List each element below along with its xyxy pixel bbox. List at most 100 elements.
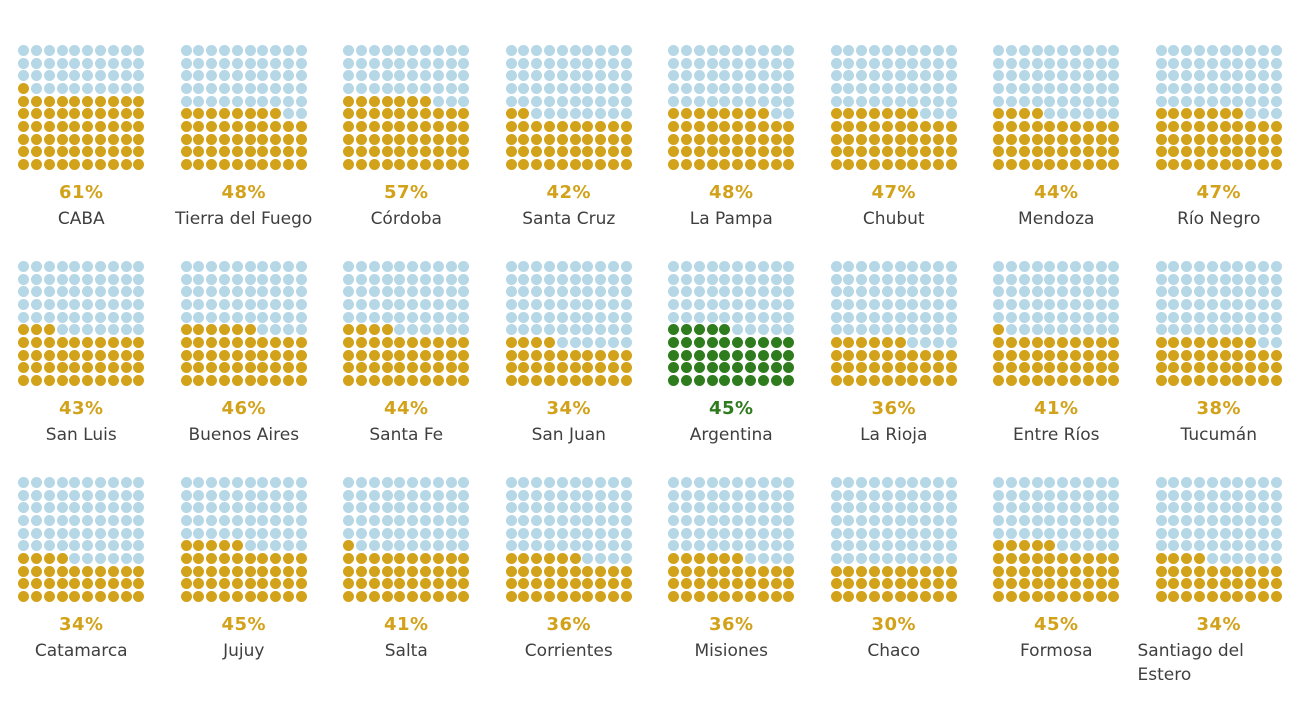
waffle-dot bbox=[1005, 540, 1017, 552]
waffle-dot bbox=[608, 514, 620, 526]
waffle-dot bbox=[595, 133, 607, 145]
waffle-dot bbox=[544, 286, 556, 298]
waffle-dot bbox=[193, 565, 205, 577]
waffle-dot bbox=[1219, 57, 1231, 69]
waffle-dot bbox=[419, 260, 431, 272]
waffle-dot bbox=[582, 260, 594, 272]
province-name: Santa Fe bbox=[369, 425, 444, 445]
waffle-dot bbox=[680, 565, 692, 577]
waffle-dot bbox=[30, 514, 42, 526]
waffle-dot bbox=[770, 591, 782, 603]
waffle-dot bbox=[1031, 82, 1043, 94]
waffle-dot bbox=[1057, 133, 1069, 145]
province-card: 34% Santiago del Estero bbox=[1138, 476, 1300, 687]
waffle-dot bbox=[556, 57, 568, 69]
waffle-dot bbox=[744, 349, 756, 361]
waffle-dot bbox=[693, 476, 705, 488]
waffle-dot bbox=[744, 578, 756, 590]
waffle-dot bbox=[193, 286, 205, 298]
waffle-dot bbox=[518, 260, 530, 272]
waffle-dot bbox=[56, 133, 68, 145]
waffle-dot bbox=[680, 362, 692, 374]
waffle-dot bbox=[1082, 159, 1094, 171]
waffle-dot bbox=[732, 362, 744, 374]
waffle-dot bbox=[757, 375, 769, 387]
waffle-dot bbox=[1057, 311, 1069, 323]
waffle-dot bbox=[1232, 527, 1244, 539]
waffle-dot bbox=[1057, 476, 1069, 488]
waffle-dot bbox=[505, 540, 517, 552]
waffle-dot bbox=[1168, 553, 1180, 565]
waffle-dot bbox=[757, 502, 769, 514]
waffle-dot bbox=[1181, 260, 1193, 272]
waffle-dot bbox=[381, 57, 393, 69]
waffle-dot bbox=[1044, 108, 1056, 120]
waffle-dot bbox=[732, 159, 744, 171]
waffle-dot bbox=[869, 324, 881, 336]
waffle-dot bbox=[945, 476, 957, 488]
waffle-dot bbox=[881, 362, 893, 374]
waffle-dot bbox=[693, 553, 705, 565]
waffle-dot bbox=[608, 273, 620, 285]
waffle-dot bbox=[432, 57, 444, 69]
waffle-dot bbox=[231, 311, 243, 323]
province-name: Córdoba bbox=[370, 209, 442, 229]
waffle-dot bbox=[693, 286, 705, 298]
waffle-dot bbox=[219, 133, 231, 145]
waffle-dot bbox=[1005, 502, 1017, 514]
waffle-dot bbox=[693, 273, 705, 285]
waffle-dot bbox=[1219, 324, 1231, 336]
waffle-dot bbox=[295, 95, 307, 107]
waffle-dot bbox=[706, 95, 718, 107]
waffle-dot bbox=[107, 565, 119, 577]
waffle-dot bbox=[1082, 44, 1094, 56]
waffle-dot bbox=[458, 540, 470, 552]
waffle-dot bbox=[719, 298, 731, 310]
waffle-dot bbox=[595, 260, 607, 272]
waffle-dot bbox=[1095, 565, 1107, 577]
waffle-dot bbox=[993, 311, 1005, 323]
waffle-dot bbox=[770, 44, 782, 56]
waffle-dot bbox=[1245, 260, 1257, 272]
waffle-dot bbox=[1270, 540, 1282, 552]
waffle-dot bbox=[744, 311, 756, 323]
waffle-dot bbox=[680, 44, 692, 56]
waffle-dot bbox=[1232, 159, 1244, 171]
waffle-dot bbox=[757, 70, 769, 82]
waffle-dot bbox=[1232, 476, 1244, 488]
waffle-dot bbox=[894, 349, 906, 361]
waffle-dot bbox=[94, 57, 106, 69]
waffle-dot bbox=[394, 286, 406, 298]
waffle-dot bbox=[283, 476, 295, 488]
waffle-dot bbox=[830, 70, 842, 82]
waffle-dot bbox=[231, 95, 243, 107]
waffle-dot bbox=[706, 527, 718, 539]
waffle-dot bbox=[1082, 337, 1094, 349]
waffle-dot bbox=[1206, 527, 1218, 539]
waffle-dot bbox=[620, 146, 632, 158]
waffle-dot bbox=[43, 337, 55, 349]
waffle-dot bbox=[993, 159, 1005, 171]
waffle-dot bbox=[933, 133, 945, 145]
waffle-dot bbox=[1194, 159, 1206, 171]
waffle-dot bbox=[744, 108, 756, 120]
waffle-dot bbox=[1005, 133, 1017, 145]
waffle-dot bbox=[856, 337, 868, 349]
province-card: 30% Chaco bbox=[813, 476, 976, 687]
waffle-dot bbox=[1245, 553, 1257, 565]
waffle-dot bbox=[180, 82, 192, 94]
waffle-dot bbox=[531, 527, 543, 539]
waffle-dot bbox=[881, 324, 893, 336]
waffle-dot bbox=[856, 286, 868, 298]
waffle-dot bbox=[180, 273, 192, 285]
waffle-dot bbox=[1108, 476, 1120, 488]
waffle-dot bbox=[881, 349, 893, 361]
waffle-dot bbox=[270, 70, 282, 82]
waffle-dot bbox=[881, 70, 893, 82]
waffle-dot bbox=[783, 527, 795, 539]
waffle-dot bbox=[1245, 311, 1257, 323]
waffle-dot bbox=[770, 133, 782, 145]
waffle-dot bbox=[231, 527, 243, 539]
waffle-dot bbox=[843, 159, 855, 171]
waffle-dot bbox=[107, 527, 119, 539]
